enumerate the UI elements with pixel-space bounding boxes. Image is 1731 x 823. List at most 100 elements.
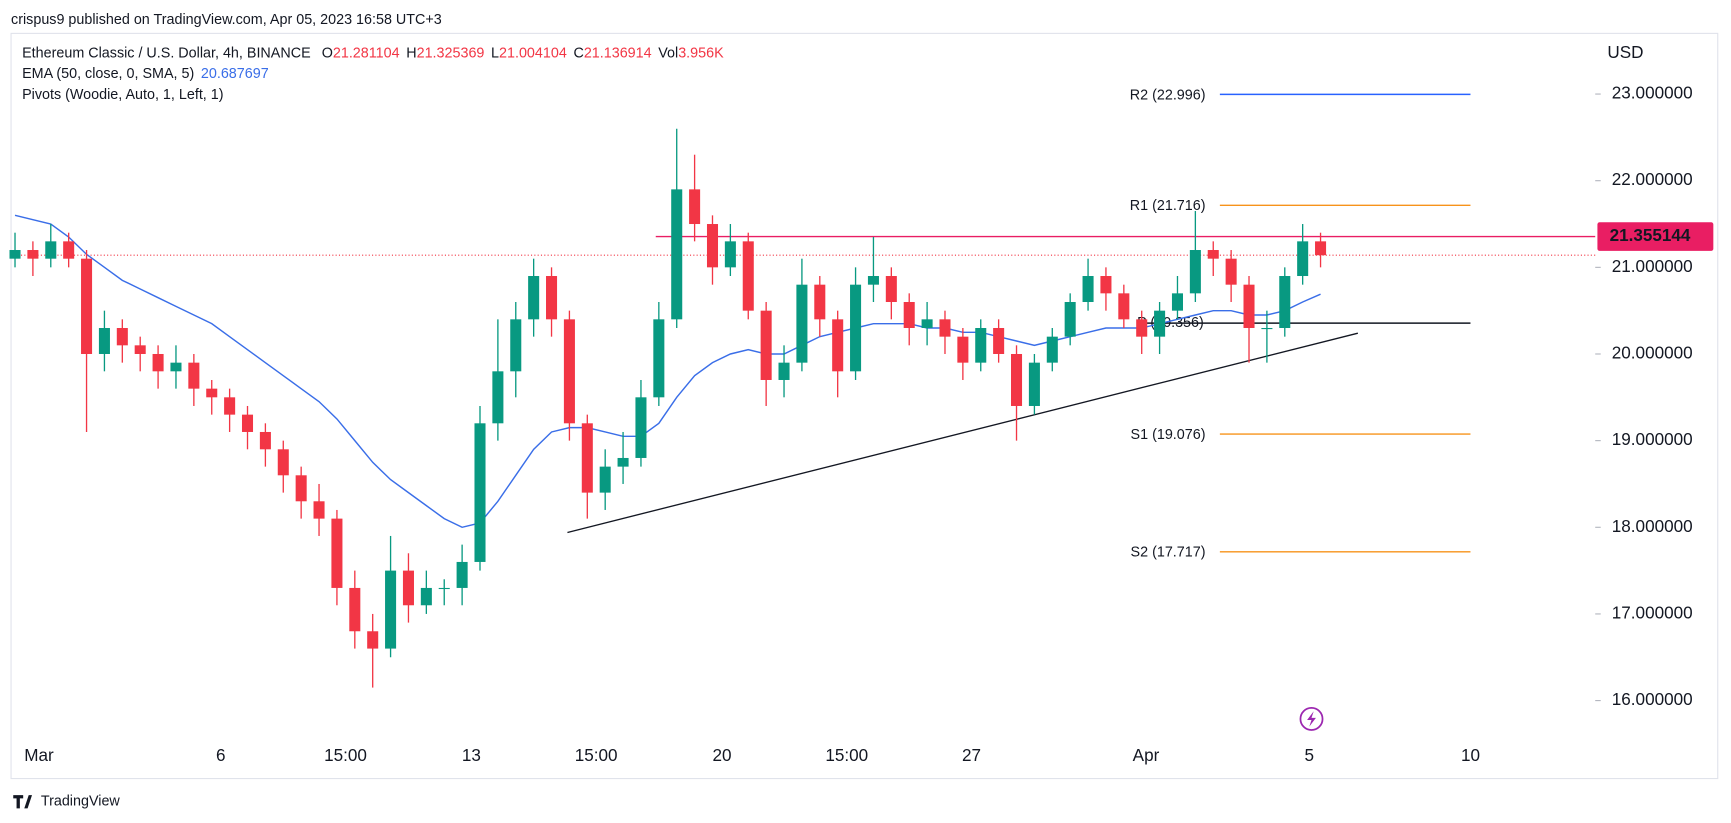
candle-body xyxy=(993,327,1005,354)
candle-body xyxy=(1136,319,1148,337)
candle-body xyxy=(1189,250,1201,294)
candle-body xyxy=(492,371,504,424)
candle-body xyxy=(1100,276,1112,294)
y-tick-label: 19.000000 xyxy=(1612,430,1693,449)
y-tick-label: 22.000000 xyxy=(1612,170,1693,189)
candle-body xyxy=(259,431,271,450)
candle-body xyxy=(689,189,701,225)
candle-body xyxy=(867,276,879,285)
candle-body xyxy=(98,327,110,354)
candle-body xyxy=(760,310,772,380)
ohlc-key: O xyxy=(322,45,333,61)
footer-text: TradingView xyxy=(41,794,121,810)
candle-body xyxy=(1118,293,1130,320)
y-tick-label: 17.000000 xyxy=(1612,603,1693,622)
pivot-label: S1 (19.076) xyxy=(1131,427,1206,443)
candle-body xyxy=(385,570,397,649)
candle-body xyxy=(957,336,969,363)
candle-body xyxy=(653,319,665,398)
candle-body xyxy=(420,587,432,606)
pivot-label: R1 (21.716) xyxy=(1130,198,1206,214)
x-tick-label: 6 xyxy=(216,746,226,765)
x-tick-label: 10 xyxy=(1461,746,1480,765)
candle-body xyxy=(134,345,146,354)
ohlc: O21.281104 H21.325369 L21.004104 C21.136914… xyxy=(322,45,724,61)
candle-body xyxy=(402,570,414,606)
ohlc-value: 21.136914 xyxy=(584,45,652,61)
candle-body xyxy=(9,250,21,259)
candle-body xyxy=(1261,327,1273,330)
candle-body xyxy=(546,276,558,320)
candle-body xyxy=(331,518,343,588)
pivot-label: S2 (17.717) xyxy=(1131,545,1206,561)
x-tick-label: 15:00 xyxy=(575,746,618,765)
candle-body xyxy=(277,449,289,476)
candle-body xyxy=(1297,241,1309,277)
candle-body xyxy=(1046,336,1058,363)
legend-ema: EMA (50, close, 0, SMA, 5) 20.687697 xyxy=(22,66,269,82)
ema-line xyxy=(14,214,1321,529)
y-tick-label: 16.000000 xyxy=(1612,690,1693,709)
candle-body xyxy=(27,250,39,259)
candle-body xyxy=(1225,258,1237,285)
candle-body xyxy=(1011,353,1023,406)
lightning-icon xyxy=(1299,707,1324,731)
candle-body xyxy=(1171,293,1183,311)
pivot-label: P (20.356) xyxy=(1137,315,1204,331)
footer-logo: TradingView xyxy=(13,794,120,810)
pivot-label: R2 (22.996) xyxy=(1130,87,1206,103)
candle-body xyxy=(778,362,790,380)
x-tick-label: Mar xyxy=(24,746,54,765)
candle-body xyxy=(563,319,575,424)
currency: USD xyxy=(1607,43,1643,62)
price-tag: 21.355144 xyxy=(1610,226,1691,245)
x-tick-label: 5 xyxy=(1305,746,1315,765)
candle-body xyxy=(224,397,236,415)
candle-body xyxy=(1082,276,1094,303)
y-tick-label: 20.000000 xyxy=(1612,344,1693,363)
symbol: Ethereum Classic / U.S. Dollar, 4h, BINA… xyxy=(22,45,311,61)
candle-body xyxy=(295,475,307,502)
candle-body xyxy=(1154,310,1166,337)
candle-body xyxy=(1028,362,1040,406)
candle-body xyxy=(206,388,218,398)
candle-body xyxy=(599,466,611,493)
ohlc-value: 21.281104 xyxy=(333,45,400,61)
candle-body xyxy=(528,276,540,320)
candle-body xyxy=(63,241,75,259)
candle-body xyxy=(796,284,808,363)
trendline xyxy=(567,332,1359,534)
ema-label: EMA (50, close, 0, SMA, 5) xyxy=(22,66,194,82)
candle-body xyxy=(116,327,128,346)
candle-body xyxy=(617,457,629,467)
candle-body xyxy=(188,362,200,389)
candle-body xyxy=(1064,302,1076,337)
candle-body xyxy=(939,319,951,337)
candle-body xyxy=(1207,250,1219,259)
ohlc-key: L xyxy=(491,45,499,61)
candle-body xyxy=(581,423,593,493)
legend-pivots: Pivots (Woodie, Auto, 1, Left, 1) xyxy=(22,87,223,103)
candle-body xyxy=(474,423,486,562)
y-tick-label: 23.000000 xyxy=(1612,84,1693,103)
published-line: crispus9 published on TradingView.com, A… xyxy=(11,12,442,28)
candle-body xyxy=(438,587,450,590)
candle-body xyxy=(885,276,897,303)
candle-body xyxy=(671,189,683,320)
candle-body xyxy=(241,414,254,432)
y-tick-label: 18.000000 xyxy=(1612,517,1693,536)
x-tick-label: 15:00 xyxy=(324,746,367,765)
ohlc-key: H xyxy=(406,45,416,61)
candle-body xyxy=(724,241,736,268)
candle-body xyxy=(742,241,754,311)
x-tick-label: 15:00 xyxy=(825,746,868,765)
candle-body xyxy=(45,241,57,259)
candle-body xyxy=(814,284,826,320)
candle-body xyxy=(349,587,361,632)
candle-body xyxy=(456,561,468,588)
candle-body xyxy=(903,302,915,328)
x-tick-label: 27 xyxy=(962,746,981,765)
candle-body xyxy=(81,258,93,354)
